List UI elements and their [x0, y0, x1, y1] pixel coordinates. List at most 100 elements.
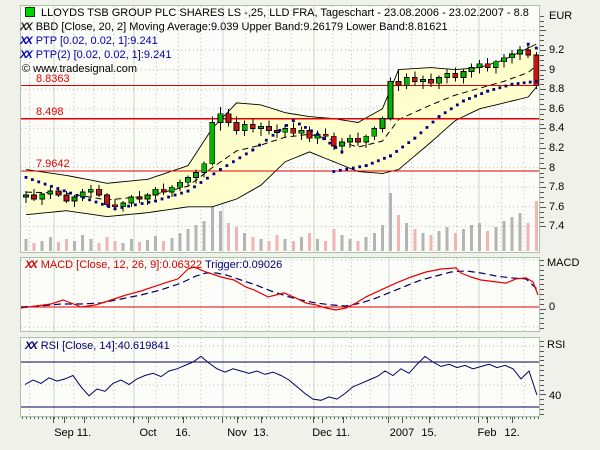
- date-tick-label: Feb: [477, 427, 497, 439]
- axis-tick: [540, 40, 544, 41]
- date-tick-label: Nov: [227, 427, 247, 439]
- date-tick-label: 2007: [389, 427, 415, 439]
- axis-tick: [540, 148, 546, 149]
- macd-chart-canvas[interactable]: [21, 258, 539, 331]
- axis-tick: [540, 207, 546, 208]
- axis-tick: [478, 417, 479, 423]
- axis-tick: [540, 328, 544, 329]
- axis-tick: [450, 417, 451, 419]
- axis-tick: [540, 222, 544, 223]
- axis-tick: [122, 417, 123, 419]
- axis-tick: [540, 289, 544, 290]
- indicator-icon: XX: [25, 340, 38, 352]
- axis-tick: [540, 84, 544, 85]
- axis-tick: [230, 417, 231, 419]
- axis-tick: [374, 417, 375, 419]
- axis-tick: [342, 417, 343, 419]
- axis-tick: [278, 417, 279, 419]
- price-alert-label: 8.498: [36, 106, 64, 118]
- axis-tick: [540, 89, 546, 90]
- axis-tick: [86, 417, 87, 419]
- price-tick-label: 7.4: [549, 220, 565, 233]
- axis-tick: [538, 417, 539, 419]
- axis-tick: [182, 417, 183, 419]
- price-tick-label: 8.8: [549, 83, 565, 96]
- ptp-legend: XX PTP [0.02, 0.02, 1]:9.241: [20, 35, 158, 47]
- axis-tick: [540, 375, 544, 376]
- price-chart-canvas[interactable]: [21, 6, 539, 252]
- axis-tick: [458, 417, 459, 419]
- ptp2-legend: XX PTP(2) [0.02, 0.02, 1]:9.241: [20, 49, 172, 61]
- axis-tick: [210, 417, 211, 419]
- axis-tick: [110, 417, 111, 419]
- price-tick-label: 8.6: [549, 102, 565, 115]
- axis-tick: [70, 417, 71, 419]
- axis-tick: [522, 417, 523, 419]
- date-tick-label: 13.: [253, 427, 269, 439]
- axis-tick: [406, 417, 407, 419]
- axis-tick: [30, 417, 31, 419]
- axis-tick: [234, 417, 235, 419]
- axis-tick: [540, 323, 544, 324]
- axis-tick: [462, 417, 463, 419]
- axis-tick: [466, 417, 467, 419]
- axis-tick: [38, 417, 39, 419]
- axis-tick: [166, 417, 167, 419]
- axis-tick: [540, 341, 544, 342]
- axis-tick: [540, 75, 544, 76]
- axis-tick: [346, 417, 347, 419]
- rsi-value: RSI [Close, 14]:40.619841: [40, 340, 170, 352]
- axis-tick: [418, 417, 419, 419]
- macd-legend: XX MACD [Close, 12, 26, 9]:0.06322 Trigge…: [25, 259, 282, 272]
- axis-tick: [474, 417, 475, 419]
- axis-tick: [206, 417, 207, 419]
- axis-tick: [540, 390, 544, 391]
- axis-tick: [540, 99, 544, 100]
- rsi-chart-canvas[interactable]: [21, 338, 539, 416]
- axis-tick: [314, 417, 315, 419]
- axis-tick: [540, 21, 544, 22]
- axis-tick: [540, 114, 544, 115]
- axis-tick: [266, 417, 267, 419]
- axis-tick: [26, 417, 27, 419]
- axis-tick: [518, 417, 519, 419]
- axis-tick: [78, 417, 79, 419]
- axis-tick: [540, 182, 544, 183]
- axis-tick: [540, 60, 544, 61]
- axis-tick: [146, 417, 147, 419]
- axis-tick: [402, 417, 403, 423]
- axis-tick: [274, 417, 275, 419]
- axis-tick: [540, 385, 544, 386]
- price-alert-label: 7.9642: [36, 158, 70, 170]
- axis-tick: [294, 417, 295, 419]
- axis-tick: [540, 351, 544, 352]
- axis-tick: [540, 153, 544, 154]
- axis-tick: [178, 417, 179, 419]
- date-tick-label: Oct: [139, 427, 157, 439]
- price-tick-label: 9.2: [549, 44, 565, 56]
- axis-tick: [540, 197, 544, 198]
- axis-tick: [262, 417, 263, 419]
- axis-tick: [82, 417, 83, 419]
- axis-tick: [194, 417, 195, 419]
- indicator-icon: XX: [20, 21, 33, 33]
- axis-tick: [540, 50, 546, 51]
- axis-tick: [388, 417, 389, 423]
- axis-tick: [130, 417, 131, 419]
- axis-tick: [502, 417, 503, 419]
- axis-tick: [540, 360, 544, 361]
- axis-tick: [426, 417, 427, 419]
- axis-tick: [318, 417, 319, 419]
- axis-tick: [202, 417, 203, 419]
- axis-tick: [390, 417, 391, 419]
- axis-tick: [534, 417, 535, 419]
- date-tick-label: 11.: [76, 427, 92, 439]
- indicator-icon: XX: [25, 259, 38, 271]
- axis-tick: [242, 417, 243, 419]
- date-tick-label: Sep: [54, 427, 74, 439]
- axis-tick: [540, 128, 546, 129]
- axis-tick: [58, 417, 59, 419]
- axis-tick: [540, 45, 544, 46]
- axis-tick: [486, 417, 487, 419]
